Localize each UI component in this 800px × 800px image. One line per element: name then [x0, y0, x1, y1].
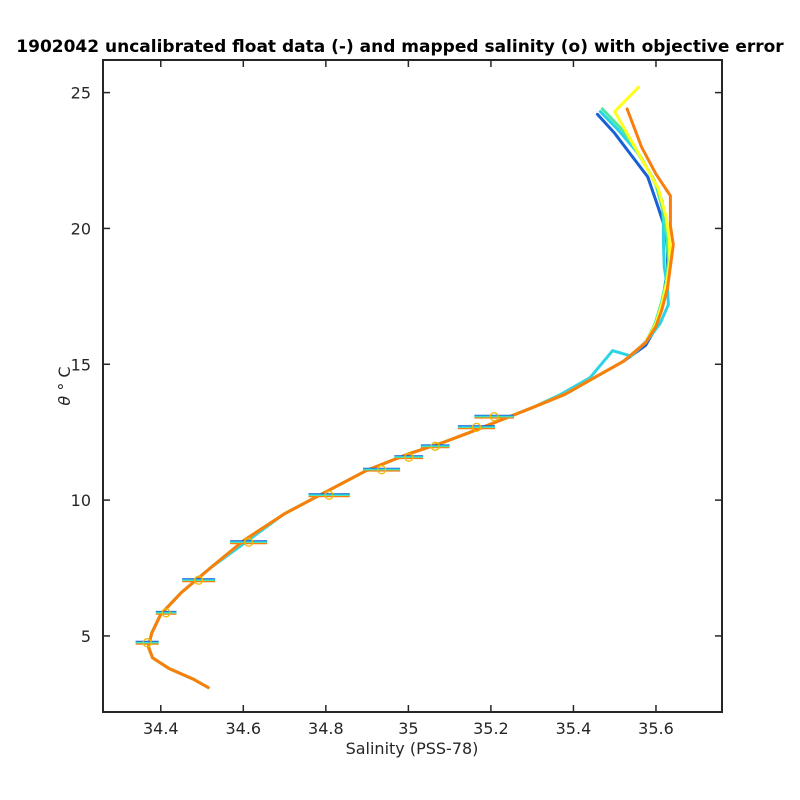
y-axis-ticks: 5 10 15 20 25 [71, 84, 722, 646]
mapped-salinity-marker [194, 575, 204, 585]
mapped-salinity-point-8 [420, 441, 450, 451]
mapped-salinity-point-6 [363, 465, 401, 475]
mapped-salinity-point-7 [394, 452, 424, 462]
profile-line-1 [146, 112, 669, 689]
mapped-salinity-marker [161, 608, 171, 618]
y-tick-label: 10 [71, 491, 91, 510]
profile-line-2 [146, 110, 670, 689]
mapped-salinity-point-10 [474, 412, 514, 422]
mapped-salinity-marker [430, 441, 440, 451]
x-tick-label: 34.6 [225, 719, 261, 738]
mapped-salinity-point-4 [230, 537, 268, 547]
x-tick-label: 35.2 [473, 719, 509, 738]
x-tick-label: 35.6 [638, 719, 674, 738]
x-tick-label: 35.4 [556, 719, 592, 738]
mapped-salinity-point-5 [308, 490, 350, 500]
x-tick-label: 34.4 [143, 719, 179, 738]
mapped-salinity-point-9 [457, 422, 495, 432]
mapped-salinity-marker [244, 537, 254, 547]
x-tick-label: 35 [398, 719, 418, 738]
x-axis-label: Salinity (PSS-78) [346, 739, 479, 758]
mapped-salinity-marker [471, 422, 482, 432]
mapped-salinity-layer [135, 412, 514, 648]
mapped-salinity-marker [489, 412, 499, 422]
y-axis-label-symbol: θ [55, 396, 74, 406]
mapped-salinity-point-1 [135, 638, 159, 648]
mapped-salinity-point-3 [182, 575, 216, 585]
y-axis-label-unit: ° C [55, 366, 74, 395]
series-layer [146, 85, 675, 689]
profile-line-5 [146, 107, 675, 689]
profile-line-4 [146, 85, 672, 689]
plot-area: 34.4 34.6 34.8 35 35.2 35.4 35.6 5 10 15 20 25 [71, 59, 723, 738]
mapped-salinity-marker [142, 638, 152, 648]
x-tick-label: 34.8 [308, 719, 344, 738]
axes-box [102, 59, 723, 713]
x-axis-ticks: 34.4 34.6 34.8 35 35.2 35.4 35.6 [143, 60, 674, 738]
y-tick-label: 25 [71, 84, 91, 103]
mapped-salinity-marker [404, 452, 414, 462]
profile-line-3 [146, 107, 670, 689]
mapped-salinity-marker [376, 465, 387, 475]
mapped-salinity-point-2 [155, 608, 177, 618]
y-tick-label: 5 [81, 627, 91, 646]
y-axis-label: θ ° C [55, 366, 74, 405]
y-tick-label: 15 [71, 355, 91, 374]
chart-title: 1902042 uncalibrated float data (-) and … [16, 37, 784, 57]
y-tick-label: 20 [71, 219, 91, 238]
mapped-salinity-marker [324, 490, 334, 500]
